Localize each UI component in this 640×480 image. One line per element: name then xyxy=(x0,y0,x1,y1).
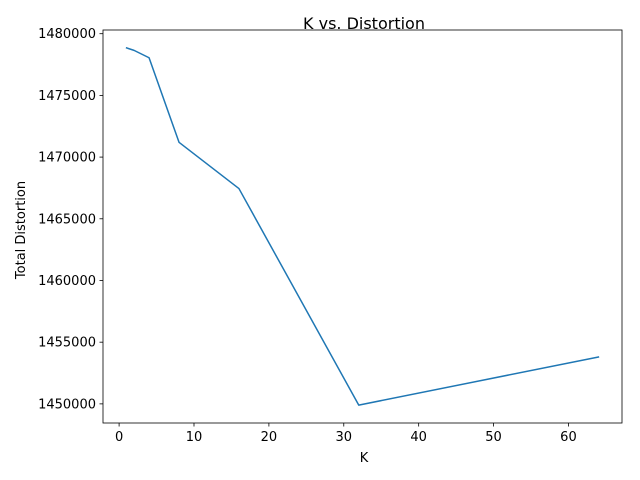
y-tick-label: 1450000 xyxy=(38,397,96,412)
chart-title: K vs. Distortion xyxy=(303,14,425,33)
axes-frame xyxy=(102,29,623,424)
y-tick-label: 1480000 xyxy=(38,27,96,42)
y-axis-label: Total Distortion xyxy=(14,181,29,280)
x-axis-label: K xyxy=(360,451,369,466)
x-tick-label: 40 xyxy=(410,430,427,445)
y-tick-label: 1465000 xyxy=(38,212,96,227)
x-tick-label: 30 xyxy=(336,430,353,445)
plot-area: 0 10 20 30 40 50 60 1450000 1455000 1460000 146500… xyxy=(38,27,623,445)
y-tick-label: 1475000 xyxy=(38,89,96,104)
x-tick-label: 10 xyxy=(186,430,203,445)
x-tick-label: 0 xyxy=(115,430,123,445)
x-tick-label: 20 xyxy=(261,430,278,445)
y-tick-label: 1460000 xyxy=(38,274,96,289)
y-tick-label: 1470000 xyxy=(38,151,96,166)
x-tick-label: 60 xyxy=(560,430,577,445)
x-tick-label: 50 xyxy=(485,430,502,445)
series-line-0 xyxy=(125,46,600,406)
y-tick-label: 1455000 xyxy=(38,336,96,351)
